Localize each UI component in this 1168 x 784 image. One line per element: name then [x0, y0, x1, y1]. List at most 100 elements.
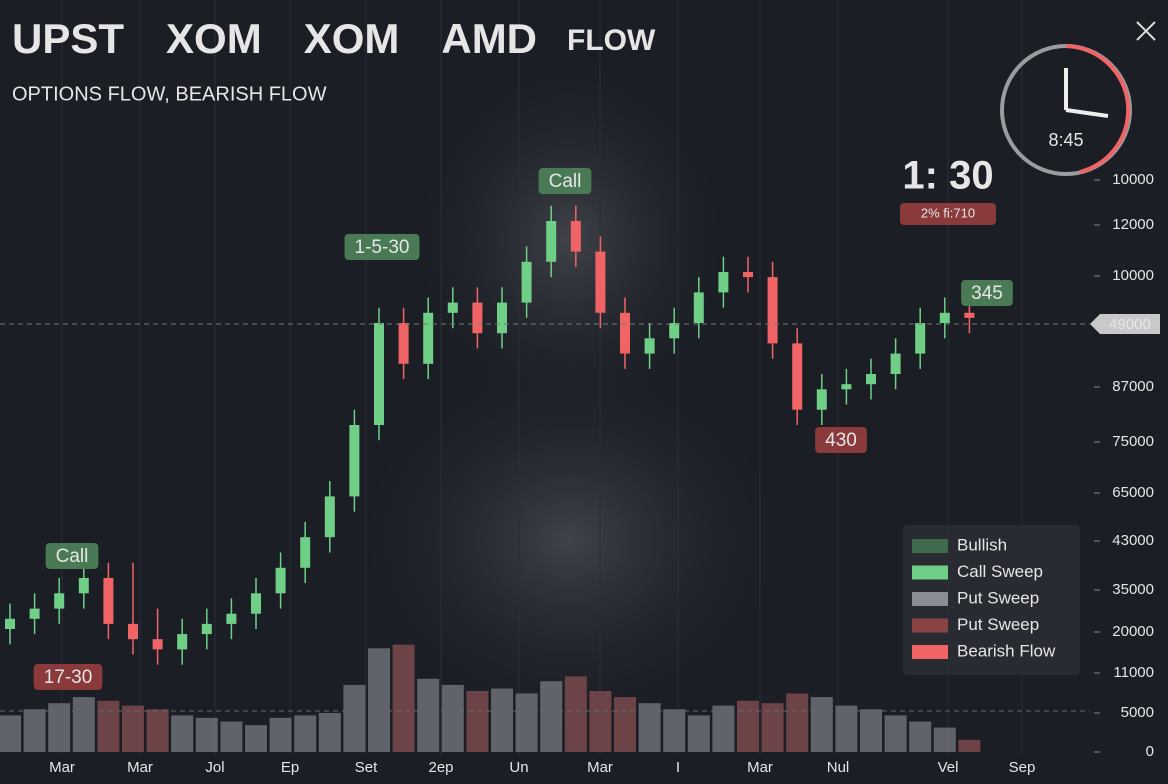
volume-bar: [72, 697, 95, 752]
candle-body: [251, 593, 261, 614]
x-axis-label: Mar: [127, 759, 153, 776]
ticker: XOM: [166, 15, 262, 62]
x-axis-label: 2ep: [428, 759, 453, 776]
candle-body: [374, 323, 384, 425]
price-axis-label: 10000: [1112, 267, 1154, 284]
volume-bar: [48, 703, 71, 752]
legend-swatch: [912, 645, 948, 659]
volume-bar: [835, 705, 858, 752]
volume-bar: [245, 725, 267, 752]
volume-bar: [761, 703, 784, 752]
candle-body: [521, 261, 532, 303]
candle-body: [103, 578, 114, 624]
candle-body: [620, 312, 630, 354]
legend-label: Call Sweep: [957, 562, 1043, 581]
candle-body: [816, 389, 827, 410]
volume-bar: [318, 712, 341, 752]
volume-bar: [810, 697, 833, 752]
annotation-text: 1-5-30: [355, 237, 410, 258]
close-button[interactable]: [1136, 21, 1156, 41]
legend-label: Bullish: [957, 535, 1007, 554]
countdown: 1: 30: [902, 154, 993, 198]
x-axis-label: Set: [355, 759, 378, 776]
candle-body: [349, 425, 360, 497]
candle-body: [5, 618, 15, 629]
legend-swatch: [912, 592, 948, 606]
price-tag: 49000: [1109, 316, 1151, 333]
volume-bar: [737, 700, 759, 752]
annotation: 17-30: [33, 664, 103, 690]
price-axis-label: 43000: [1112, 532, 1154, 549]
annotation: Call: [538, 168, 592, 194]
x-axis-label: Mar: [587, 759, 613, 776]
volume-bar: [958, 739, 981, 752]
volume-bar: [97, 700, 120, 752]
legend-swatch: [912, 539, 948, 553]
volume-bar: [220, 721, 243, 752]
candle-body: [54, 593, 65, 609]
volume-bar: [909, 721, 932, 752]
ticker: AMD: [441, 15, 537, 62]
volume-bar: [786, 693, 809, 752]
candle-body: [570, 221, 581, 252]
price-axis-label: 10000: [1112, 171, 1154, 188]
candle-body: [275, 567, 286, 594]
volume-bar: [933, 727, 956, 752]
volume-bar: [540, 681, 563, 752]
candle-body: [447, 302, 458, 313]
price-axis-label: 65000: [1112, 484, 1154, 501]
x-axis-label: I: [676, 759, 680, 776]
candle-body: [718, 272, 729, 293]
annotation-bg: [344, 234, 420, 260]
photo-backdrop: [340, 360, 800, 760]
volume-bar: [663, 709, 686, 752]
legend-swatch: [912, 618, 948, 633]
change-chip-bg: [900, 203, 996, 225]
candle-body: [866, 374, 876, 385]
volume-bar: [343, 684, 366, 752]
volume-bar: [614, 697, 636, 752]
volume-bar: [269, 717, 292, 752]
annotation: 430: [815, 427, 867, 453]
volume-bar: [417, 678, 440, 752]
legend-box: [903, 525, 1080, 675]
volume-bar: [195, 717, 218, 752]
candle-body: [890, 353, 901, 374]
candle-body: [423, 312, 434, 364]
candle-body: [767, 277, 778, 344]
candle-body: [743, 272, 753, 278]
volume-bar: [884, 715, 907, 752]
annotation-bg: [33, 664, 103, 690]
photo-backdrop: [400, 60, 740, 460]
x-axis-label: Mar: [49, 759, 75, 776]
candle-body: [29, 608, 40, 619]
volume-bar: [368, 648, 390, 752]
volume-bar: [0, 715, 21, 752]
price-tag-bg: [1090, 314, 1160, 334]
annotation-text: Call: [56, 546, 89, 567]
price-axis-label: 5000: [1121, 704, 1154, 721]
candle-body: [128, 623, 138, 640]
annotation: 1-5-30: [344, 234, 420, 260]
candle-body: [398, 323, 409, 364]
annotation-bg: [45, 543, 99, 569]
x-axis-label: Un: [509, 759, 528, 776]
annotation-text: 17-30: [44, 667, 93, 688]
change-chip: 2% fi:710: [921, 205, 975, 220]
volume-bar: [294, 715, 317, 752]
x-axis-label: Jol: [205, 759, 224, 776]
candle-body: [324, 496, 335, 538]
volume-bar: [712, 705, 735, 752]
volume-bar: [146, 709, 169, 752]
candle-body: [939, 312, 950, 323]
candle-body: [693, 292, 704, 323]
candle-body: [497, 302, 507, 334]
candle-body: [792, 343, 803, 410]
volume-bar: [564, 676, 587, 752]
legend-label: Put Sweep: [957, 615, 1039, 634]
volume-bar: [392, 644, 415, 752]
candle-body: [841, 384, 852, 390]
volume-bar: [491, 688, 513, 752]
x-axis-label: Sep: [1009, 759, 1036, 776]
